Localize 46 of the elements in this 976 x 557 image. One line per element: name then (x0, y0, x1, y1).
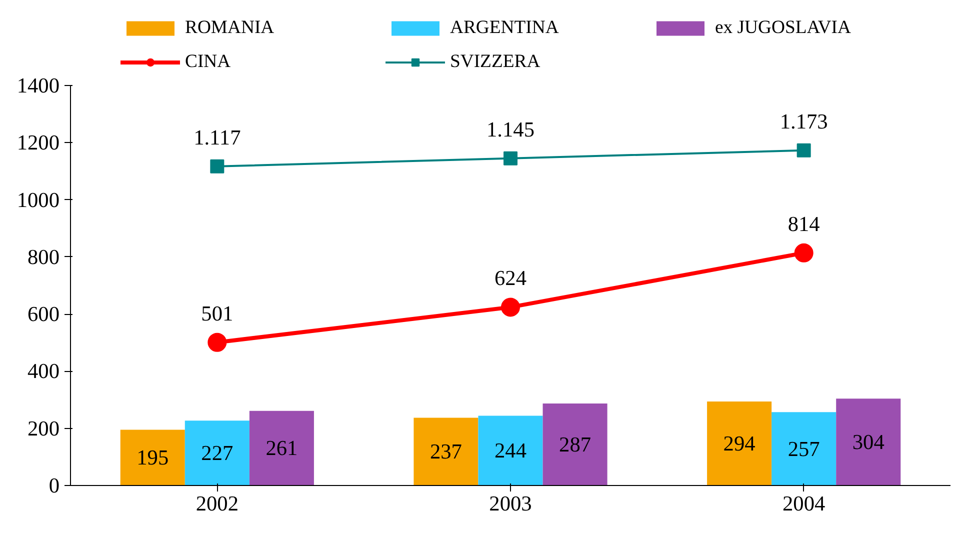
legend-label: ARGENTINA (450, 17, 560, 39)
data-label: 1.117 (194, 125, 242, 150)
bar (542, 404, 608, 486)
data-label: 1.145 (486, 117, 535, 142)
data-label: 287 (559, 432, 592, 456)
data-label: 501 (201, 301, 234, 326)
data-label: 624 (494, 266, 527, 290)
bar (772, 412, 836, 486)
point (210, 159, 224, 174)
y-tick-label: 1200 (16, 130, 60, 155)
legend-label: ex JUGOSLAVIA (715, 17, 852, 39)
legend-label: SVIZZERA (450, 51, 542, 73)
x-tick-label: 2004 (782, 492, 826, 516)
data-label: 227 (201, 441, 234, 466)
bar (249, 410, 314, 486)
data-label: 814 (788, 212, 820, 236)
y-tick-label: 0 (48, 474, 60, 498)
point (504, 151, 518, 166)
data-label: 1.173 (780, 109, 828, 134)
legend-label: CINA (185, 51, 232, 73)
bar (478, 416, 543, 486)
y-tick-label: 800 (28, 244, 60, 269)
bar (120, 430, 185, 486)
bar (184, 420, 250, 486)
bar (836, 398, 901, 486)
bar (414, 418, 478, 486)
point (501, 298, 520, 317)
legend-label: ROMANIA (185, 17, 276, 39)
y-tick-label: 400 (28, 359, 60, 384)
data-label: 257 (788, 436, 820, 461)
point (796, 143, 811, 158)
data-label: 294 (723, 432, 756, 456)
x-tick-label: 2003 (489, 492, 532, 516)
data-label: 195 (136, 446, 169, 470)
y-tick-label: 1000 (16, 188, 60, 212)
point (208, 332, 227, 352)
data-label: 261 (266, 436, 298, 460)
data-label: 237 (430, 440, 462, 464)
y-tick-label: 200 (28, 416, 60, 440)
y-tick-label: 600 (28, 302, 60, 326)
x-tick-label: 2002 (196, 492, 238, 516)
data-label: 244 (494, 438, 527, 463)
bar (707, 402, 772, 486)
point (794, 243, 814, 262)
data-label: 304 (852, 430, 885, 454)
y-tick-label: 1400 (16, 74, 60, 98)
